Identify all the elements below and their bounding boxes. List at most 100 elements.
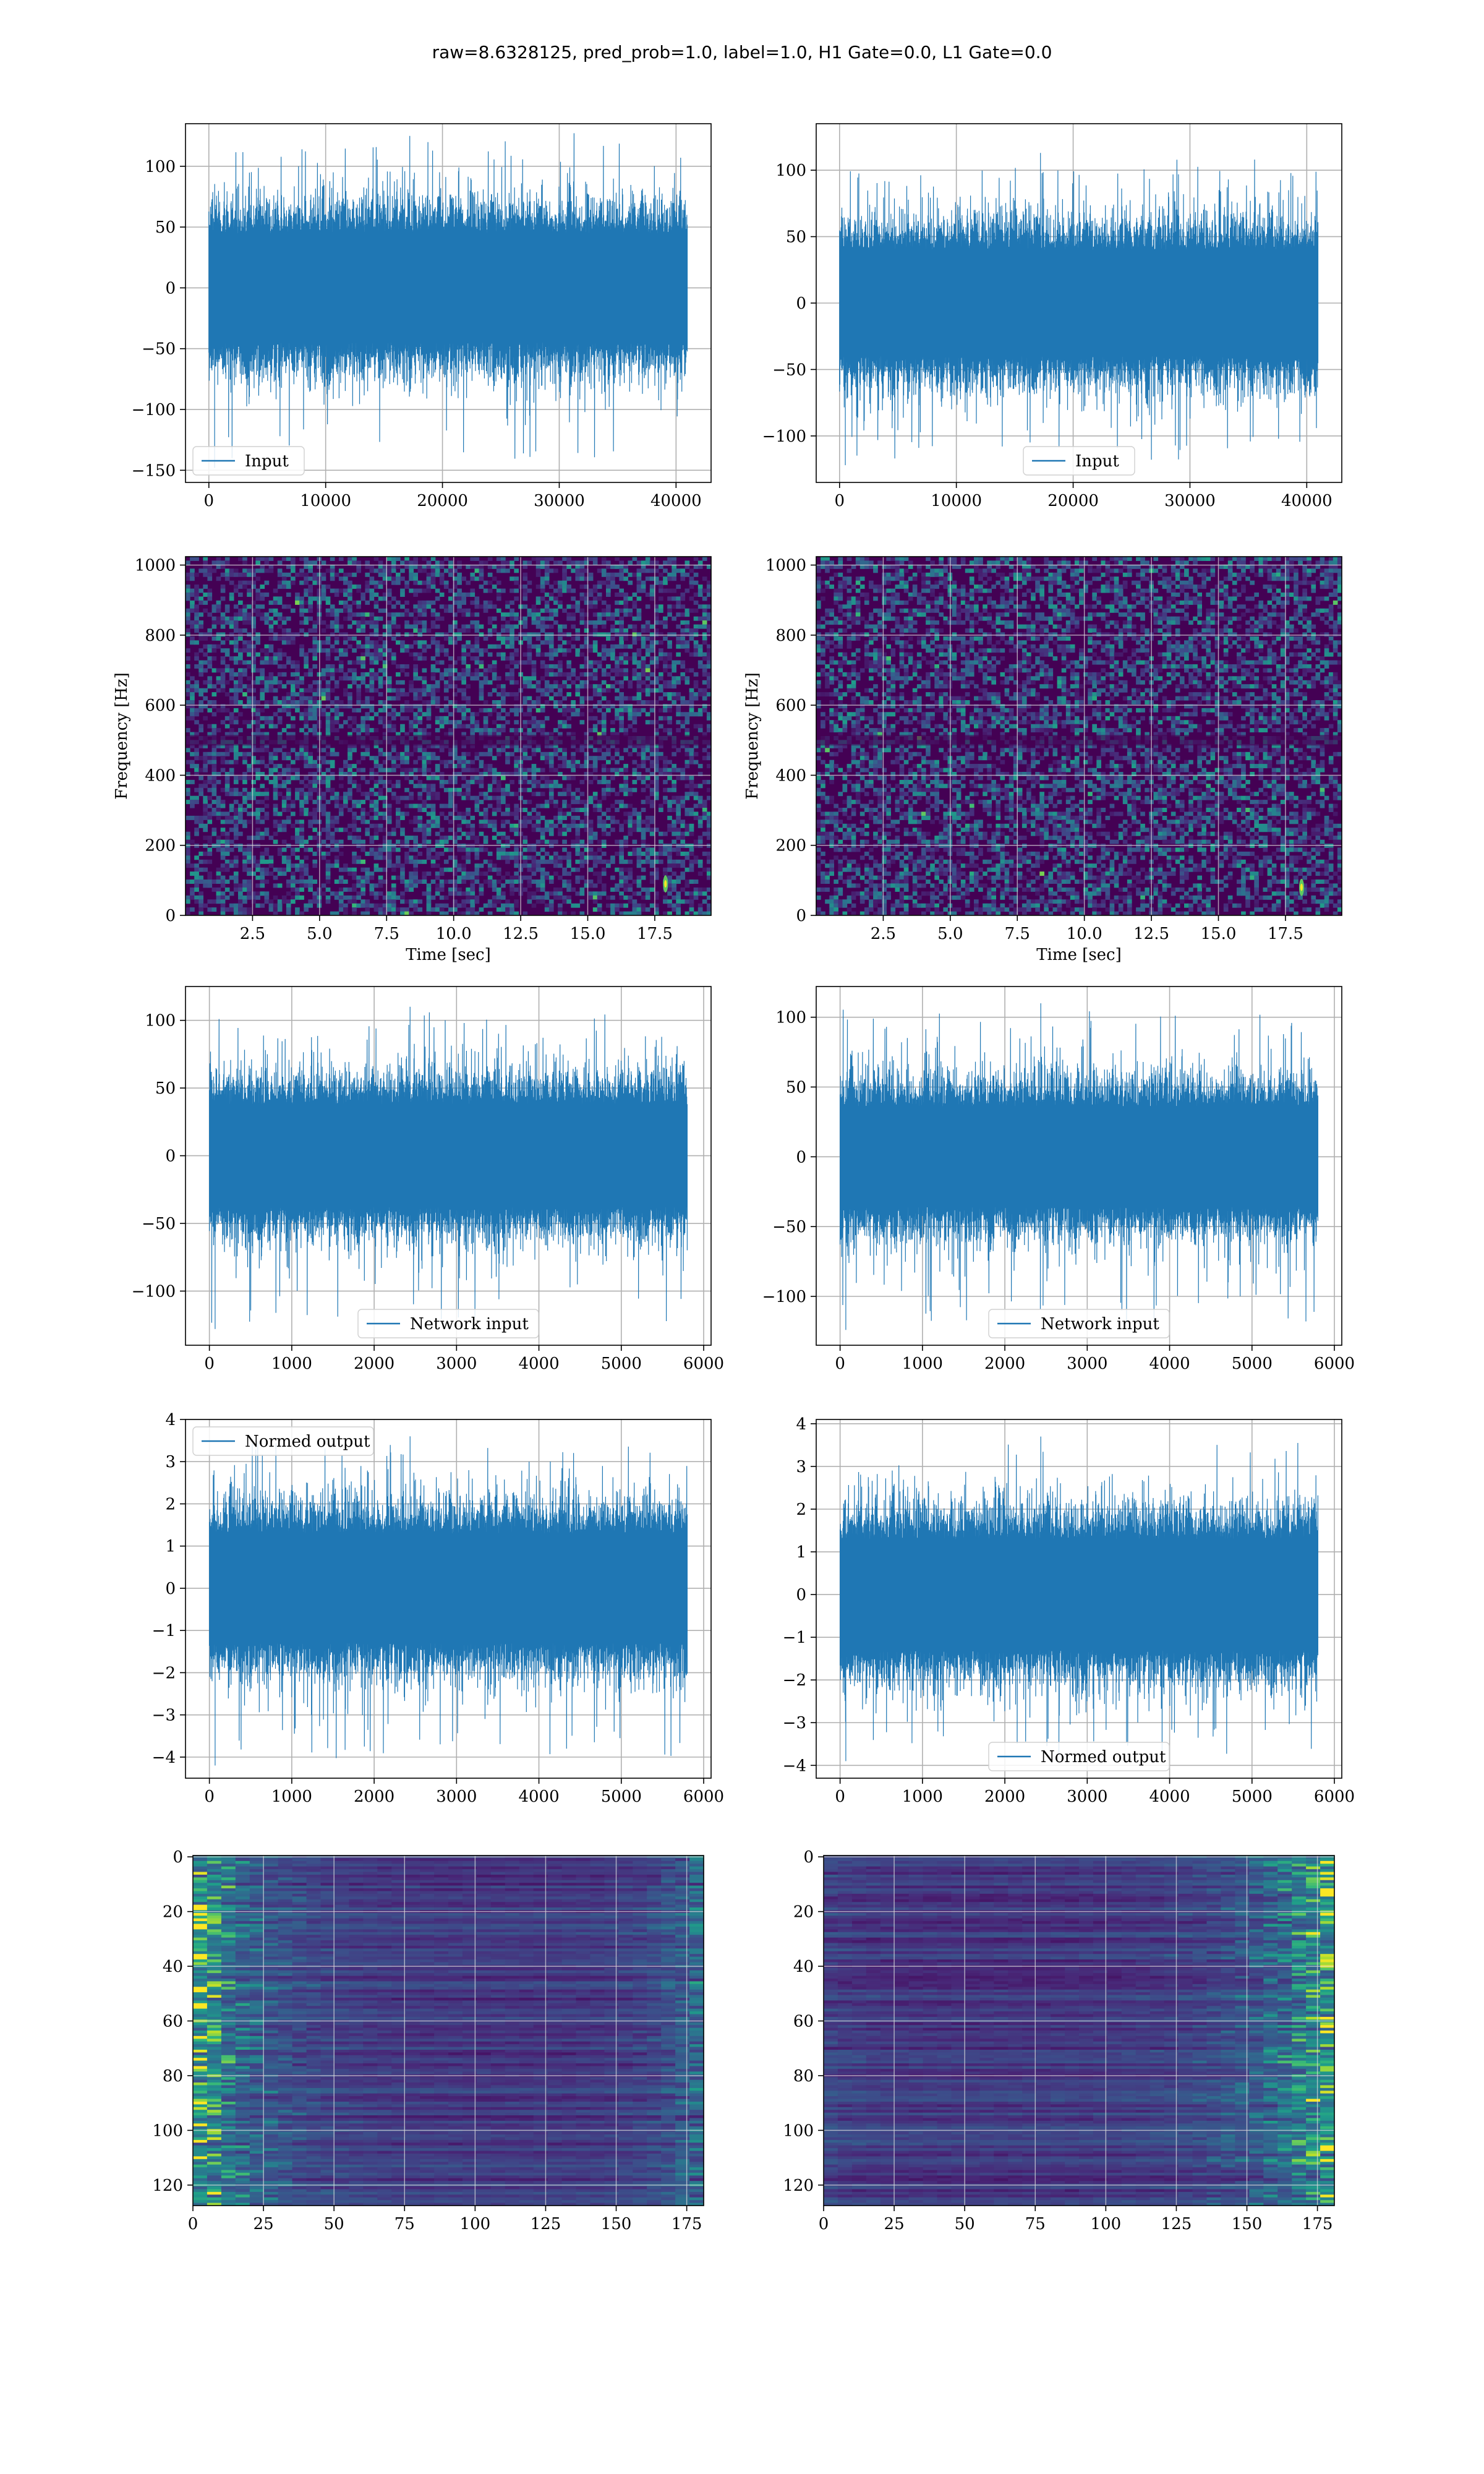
- x-tick-label: 2.5: [240, 925, 265, 943]
- y-tick-label: −3: [783, 1714, 806, 1732]
- x-tick-label: 0: [819, 2215, 829, 2233]
- x-tick-label: 17.5: [1268, 925, 1303, 943]
- y-tick-label: −100: [132, 401, 176, 419]
- axes-frame: [185, 986, 712, 1346]
- x-tick-label: 0: [835, 1787, 845, 1806]
- x-tick-label: 2000: [984, 1787, 1025, 1806]
- signal-line: [208, 133, 688, 468]
- y-tick-label: 400: [145, 766, 176, 785]
- y-tick-label: −100: [132, 1282, 176, 1301]
- y-tick-label: 0: [796, 1586, 806, 1604]
- y-tick-label: −50: [772, 1218, 806, 1236]
- legend-label: Network input: [410, 1315, 529, 1333]
- x-tick-label: 6000: [683, 1355, 724, 1373]
- legend-box: [1023, 446, 1135, 476]
- x-tick-label: 15.0: [570, 925, 606, 943]
- legend-label: Normed output: [245, 1432, 370, 1451]
- y-axis-label: Frequency [Hz]: [743, 672, 762, 800]
- x-axis-label: Time [sec]: [1036, 946, 1122, 964]
- x-tick-label: 0: [204, 1787, 215, 1806]
- y-tick-label: −50: [772, 361, 806, 379]
- y-tick-label: 0: [165, 1580, 176, 1598]
- signal-line: [840, 1436, 1318, 1761]
- axes-frame: [185, 123, 712, 483]
- x-tick-label: 175: [1302, 2215, 1333, 2233]
- spectrogram-panel-row2-left: 2.5 5.0 7.5 10.0 12.5 15.0 17.5 0 200 400 600 800 10…: [113, 556, 712, 964]
- x-tick-label: 150: [601, 2215, 632, 2233]
- y-tick-label: 80: [163, 2067, 183, 2086]
- spectrogram-panel-row2-right: 2.5 5.0 7.5 10.0 12.5 15.0 17.5 0 200 400 600 800 10…: [743, 556, 1342, 964]
- y-tick-label: 120: [152, 2177, 183, 2195]
- y-tick-label: 50: [155, 1079, 176, 1098]
- x-tick-label: 12.5: [503, 925, 539, 943]
- line-panel-row4-right: 0 1000 2000 3000 4000 5000 6000 −4 −3 −2 −1 0 1 2 3 4 No…: [783, 1415, 1355, 1806]
- axes-frame: [816, 556, 1342, 916]
- line-panel-row4-left: 0 1000 2000 3000 4000 5000 6000 −4 −3 −2 −1 0 1 2 3 4 No…: [152, 1411, 724, 1806]
- y-tick-label: 40: [163, 1958, 183, 1976]
- x-tick-label: 100: [1091, 2215, 1122, 2233]
- x-tick-label: 12.5: [1133, 925, 1169, 943]
- x-tick-label: 1000: [902, 1355, 943, 1373]
- x-tick-label: 0: [204, 492, 215, 510]
- legend-box: [988, 1742, 1170, 1771]
- y-tick-label: 20: [163, 1903, 183, 1922]
- legend: Normed output: [192, 1426, 374, 1456]
- x-tick-label: 175: [672, 2215, 702, 2233]
- axes-frame: [816, 1419, 1342, 1779]
- axes-frame: [816, 986, 1342, 1346]
- x-tick-label: 6000: [1314, 1355, 1355, 1373]
- y-tick-label: 0: [165, 279, 176, 297]
- x-tick-label: 100: [460, 2215, 491, 2233]
- x-tick-label: 5.0: [307, 925, 332, 943]
- x-tick-label: 3000: [1067, 1787, 1107, 1806]
- x-tick-label: 2000: [354, 1787, 394, 1806]
- y-tick-label: 200: [145, 837, 176, 855]
- y-tick-label: −150: [132, 461, 176, 480]
- x-tick-label: 40000: [1281, 492, 1333, 510]
- y-tick-label: 0: [165, 1147, 176, 1166]
- y-tick-label: 60: [163, 2013, 183, 2031]
- y-tick-label: 800: [145, 627, 176, 645]
- y-axis-label: Frequency [Hz]: [113, 672, 131, 800]
- x-tick-label: 5000: [1232, 1787, 1273, 1806]
- y-tick-label: 3: [165, 1453, 176, 1471]
- x-tick-label: 1000: [902, 1787, 943, 1806]
- x-tick-label: 7.5: [374, 925, 399, 943]
- y-tick-label: −3: [152, 1706, 176, 1725]
- x-tick-label: 150: [1232, 2215, 1263, 2233]
- x-tick-label: 75: [1025, 2215, 1046, 2233]
- line-panel-row1-right: 0 10000 20000 30000 40000 −100 −50 0 50 100 Input: [762, 123, 1342, 510]
- y-tick-label: 100: [775, 161, 806, 180]
- feature-map-image: [824, 1856, 1335, 2206]
- x-tick-label: 2000: [984, 1355, 1025, 1373]
- signal-line: [209, 1006, 688, 1329]
- y-tick-label: 0: [173, 1848, 183, 1867]
- x-tick-label: 6000: [1314, 1787, 1355, 1806]
- y-tick-label: 200: [775, 837, 806, 855]
- x-tick-label: 1000: [271, 1355, 312, 1373]
- y-tick-label: 1: [165, 1538, 176, 1556]
- x-tick-label: 10000: [300, 492, 351, 510]
- x-tick-label: 5000: [1232, 1355, 1273, 1373]
- y-tick-label: 20: [793, 1903, 814, 1922]
- x-tick-label: 25: [884, 2215, 905, 2233]
- axes-frame: [823, 1855, 1335, 2206]
- line-panel-row1-left: 0 10000 20000 30000 40000 −150 −100 −50 0 50 100 In…: [132, 123, 712, 510]
- y-tick-label: 4: [165, 1411, 176, 1429]
- legend-box: [357, 1309, 539, 1338]
- axes-frame: [185, 1419, 712, 1779]
- y-tick-label: 50: [786, 228, 806, 247]
- x-tick-label: 3000: [436, 1787, 477, 1806]
- x-tick-label: 30000: [1164, 492, 1216, 510]
- x-tick-label: 6000: [683, 1787, 724, 1806]
- y-tick-label: 40: [793, 1958, 814, 1976]
- signal-line: [839, 153, 1319, 466]
- legend: Network input: [988, 1309, 1170, 1338]
- feature-map-panel-row5-right: 0 25 50 75 100 125 150 175 0 20 40 60 80 100 120: [783, 1848, 1335, 2233]
- y-tick-label: −100: [762, 1288, 806, 1306]
- y-tick-label: 100: [152, 2121, 183, 2140]
- legend: Input: [192, 446, 305, 476]
- spectrogram-image: [186, 557, 711, 915]
- x-tick-label: 20000: [1047, 492, 1099, 510]
